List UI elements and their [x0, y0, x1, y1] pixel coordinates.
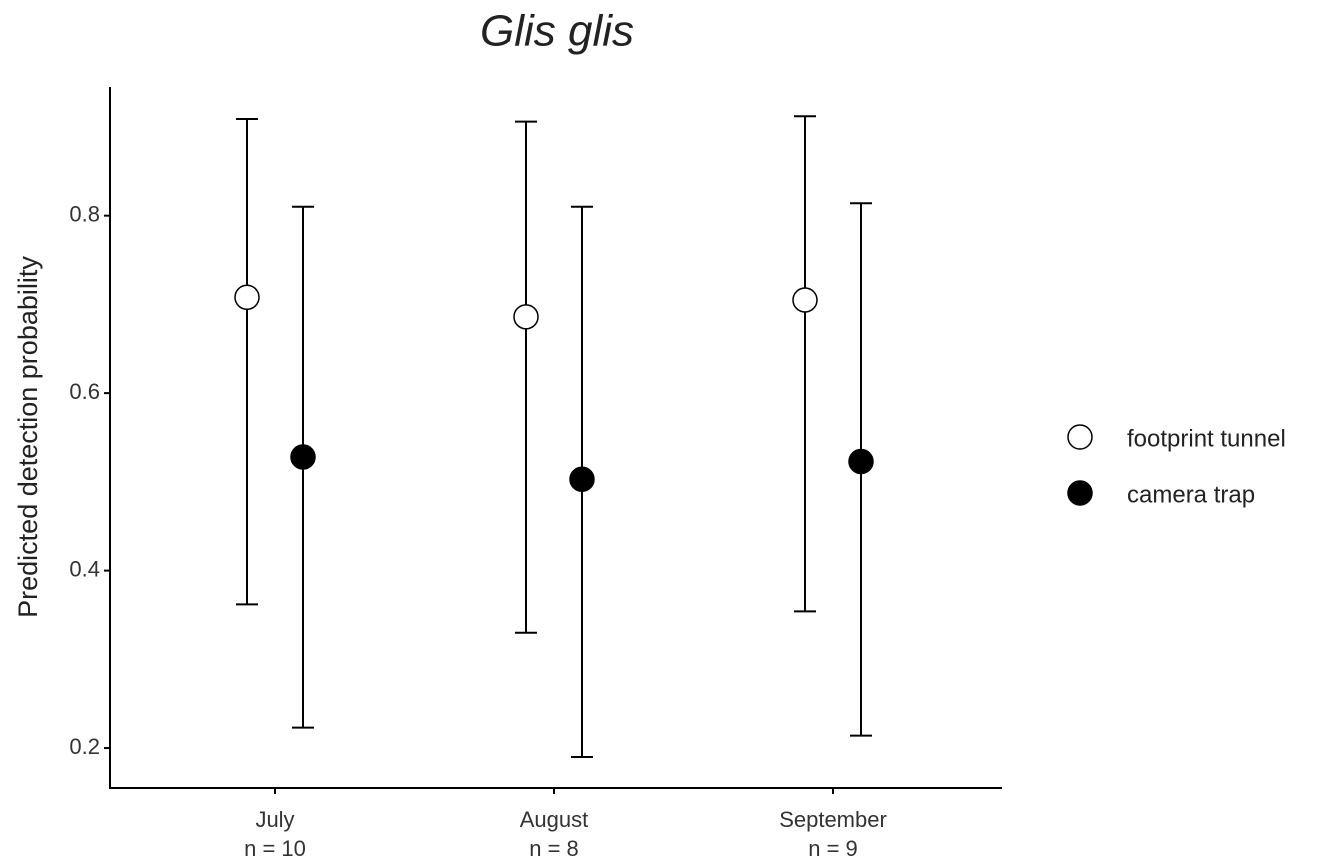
error-bar [236, 117, 258, 606]
point [792, 287, 818, 313]
legend-marker [1067, 424, 1093, 450]
x-tick-sublabel: n = 8 [529, 836, 579, 861]
x-tick-sublabel: n = 10 [244, 836, 306, 861]
point [569, 466, 595, 492]
point [848, 448, 874, 475]
point [513, 304, 539, 330]
y-tick-label: 0.4 [69, 556, 100, 581]
legend-marker [1067, 480, 1093, 506]
chart-title: Glis glis [480, 7, 634, 56]
x-tick-label: July [255, 807, 294, 832]
point [290, 444, 316, 470]
y-axis-label: Predicted detection probability [13, 256, 43, 618]
error-bar [794, 115, 816, 613]
x-tick-sublabel: n = 9 [808, 836, 858, 861]
legend-label: footprint tunnel [1127, 425, 1286, 452]
y-tick-label: 0.6 [69, 379, 100, 404]
x-tick-label: September [779, 807, 887, 832]
error-bar [515, 120, 537, 634]
point [234, 284, 260, 311]
legend-label: camera trap [1127, 481, 1255, 508]
y-tick-label: 0.8 [69, 201, 100, 226]
y-tick-label: 0.2 [69, 734, 100, 759]
x-tick-label: August [520, 807, 589, 832]
